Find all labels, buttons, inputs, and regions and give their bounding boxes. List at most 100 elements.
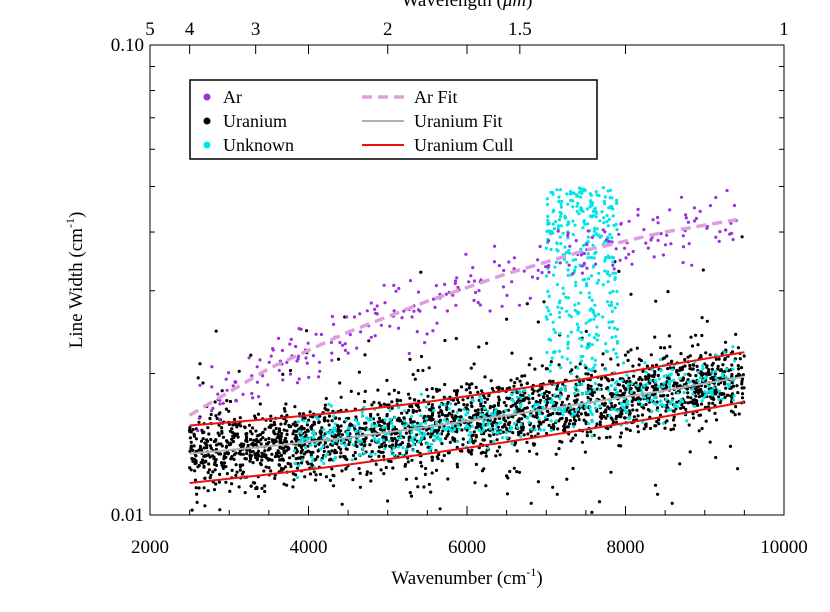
uranium-point	[729, 409, 734, 413]
uranium-point	[730, 350, 735, 354]
uranium-point	[723, 380, 727, 385]
uranium-point	[495, 449, 500, 453]
ar-point	[234, 398, 238, 402]
uranium-point	[699, 370, 703, 374]
uranium-point	[323, 406, 327, 410]
unknown-point	[419, 414, 423, 418]
uranium-point	[696, 343, 700, 347]
uranium-point	[713, 389, 717, 393]
unknown-point	[611, 289, 615, 293]
uranium-point	[336, 427, 340, 431]
unknown-point	[558, 315, 562, 319]
unknown-point	[424, 405, 428, 409]
unknown-point	[714, 376, 718, 380]
uranium-point	[716, 382, 721, 386]
uranium-point	[623, 416, 627, 420]
uranium-point	[188, 449, 192, 453]
unknown-point	[404, 447, 408, 451]
ar-point	[258, 358, 262, 362]
unknown-point	[670, 368, 675, 372]
uranium-point	[516, 430, 521, 434]
uranium-point	[277, 455, 281, 459]
unknown-point	[656, 385, 661, 389]
unknown-point	[558, 332, 562, 336]
uranium-point	[527, 449, 532, 453]
top-axis-title: Wavelength (μm)	[402, 0, 533, 11]
uranium-point	[498, 453, 502, 457]
unknown-point	[482, 406, 487, 411]
uranium-point	[389, 459, 393, 464]
uranium-point	[659, 382, 664, 386]
uranium-point	[626, 358, 630, 362]
unknown-point	[566, 273, 570, 277]
ar-point	[612, 267, 616, 271]
uranium-point	[672, 409, 676, 413]
ar-point	[355, 346, 359, 350]
unknown-point	[607, 388, 611, 392]
unknown-point	[545, 350, 549, 355]
unknown-point	[587, 422, 591, 426]
ar-point	[661, 253, 666, 257]
unknown-point	[605, 220, 609, 224]
uranium-point	[668, 345, 672, 349]
uranium-point	[308, 410, 312, 414]
ar-point	[582, 261, 586, 265]
uranium-point	[629, 348, 633, 352]
uranium-point	[249, 454, 254, 458]
uranium-point	[577, 418, 581, 422]
uranium-point	[671, 418, 676, 422]
data-points	[188, 186, 746, 514]
unknown-point	[579, 206, 583, 210]
uranium-point	[331, 484, 336, 488]
unknown-point	[556, 224, 561, 228]
unknown-point	[580, 392, 584, 396]
unknown-point	[610, 309, 614, 314]
ar-point	[714, 235, 718, 239]
top-tick-label: 1	[779, 19, 789, 40]
unknown-point	[593, 381, 598, 386]
uranium-point	[249, 484, 253, 488]
ar-point	[528, 296, 532, 300]
uranium-point	[393, 436, 397, 441]
uranium-point	[602, 414, 606, 419]
uranium-point	[244, 457, 248, 461]
unknown-point	[332, 457, 336, 462]
unknown-point	[627, 417, 631, 421]
unknown-point	[585, 284, 589, 288]
unknown-point	[439, 403, 443, 407]
uranium-point	[382, 454, 386, 458]
uranium-point	[191, 457, 195, 461]
uranium-point	[708, 353, 712, 357]
unknown-point	[588, 405, 592, 409]
uranium-point	[419, 354, 424, 359]
unknown-point	[567, 248, 571, 252]
uranium-point	[408, 491, 412, 495]
unknown-point	[593, 402, 597, 406]
ar-point	[445, 309, 449, 313]
uranium-point	[412, 420, 416, 424]
unknown-point	[512, 389, 517, 393]
uranium-point	[201, 381, 205, 385]
uranium-point	[364, 428, 368, 432]
uranium-point	[390, 400, 394, 404]
uranium-point	[399, 442, 403, 447]
uranium-point	[201, 437, 205, 441]
uranium-point	[230, 482, 234, 486]
uranium-point	[326, 408, 330, 412]
uranium-point	[517, 433, 521, 437]
uranium-point	[302, 452, 306, 456]
uranium-point	[427, 366, 431, 370]
uranium-point	[372, 427, 376, 431]
uranium-point	[585, 434, 589, 438]
uranium-point	[571, 422, 575, 426]
uranium-point	[531, 391, 535, 396]
ar-point	[454, 303, 458, 307]
uranium-point	[689, 335, 693, 339]
uranium-point	[419, 270, 423, 274]
ar-point	[348, 333, 352, 337]
unknown-point	[351, 443, 355, 447]
unknown-point	[592, 388, 597, 392]
uranium-point	[351, 453, 356, 458]
uranium-point	[653, 370, 657, 374]
uranium-point	[416, 405, 421, 409]
